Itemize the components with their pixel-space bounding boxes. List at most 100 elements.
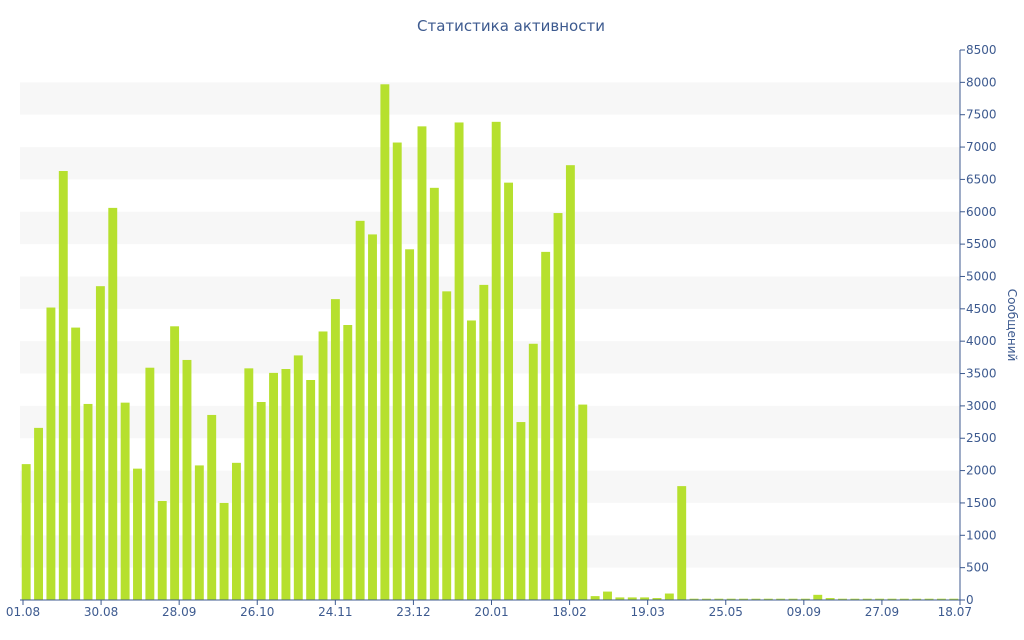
bar: [726, 598, 736, 600]
bar: [739, 598, 749, 600]
y-tick-label: 7000: [966, 140, 997, 154]
bar: [924, 598, 934, 600]
y-tick-label: 6000: [966, 205, 997, 219]
bar: [603, 591, 612, 600]
y-tick-label: 6500: [966, 172, 997, 186]
bar: [912, 598, 922, 600]
bar-series: [21, 84, 959, 601]
bar: [244, 368, 254, 600]
grid-band: [20, 211, 960, 245]
bar: [207, 414, 217, 600]
bar: [368, 234, 377, 601]
y-tick-label: 7500: [966, 108, 997, 122]
bar: [355, 220, 365, 600]
bar: [417, 126, 427, 601]
bar: [133, 468, 142, 600]
bar: [120, 402, 130, 600]
bar: [58, 171, 68, 600]
bar: [293, 355, 303, 600]
y-tick-label: 3000: [966, 399, 997, 413]
bar: [429, 187, 439, 600]
y-tick-label: 8500: [966, 43, 997, 57]
bar: [145, 367, 155, 600]
bar: [627, 597, 637, 600]
bar: [516, 422, 526, 600]
bar: [34, 427, 44, 600]
bar: [813, 594, 823, 600]
bar: [318, 331, 328, 600]
y-tick-label: 2500: [966, 431, 997, 445]
bar: [392, 142, 402, 600]
bar: [788, 598, 798, 600]
bar: [256, 402, 266, 600]
bar: [479, 284, 489, 600]
bar: [640, 597, 650, 600]
x-tick-label: 27.09: [865, 605, 899, 619]
x-tick-label: 09.09: [787, 605, 821, 619]
y-tick-label: 1000: [966, 528, 997, 542]
bar: [541, 251, 551, 600]
y-axis-label: Сообщений: [1005, 289, 1019, 362]
y-tick-label: 4500: [966, 302, 997, 316]
bar: [949, 598, 959, 600]
bar: [442, 291, 452, 600]
bar: [343, 325, 353, 600]
bar: [466, 320, 476, 600]
x-tick-label: 23.12: [396, 605, 430, 619]
grid-band: [20, 82, 960, 115]
bar: [689, 598, 699, 600]
bar: [763, 598, 773, 600]
y-tick-label: 4000: [966, 334, 997, 348]
x-tick-label: 28.09: [162, 605, 196, 619]
x-tick-label: 30.08: [84, 605, 118, 619]
bar: [170, 326, 180, 600]
y-axis-ticks: 0 500 1000 1500 2000 2500 3000 3500 4000 4500 5000…: [960, 43, 997, 607]
bar: [219, 502, 229, 600]
bar: [850, 598, 860, 600]
bar: [269, 372, 279, 600]
grid-band: [20, 341, 960, 374]
bar: [306, 380, 316, 600]
x-axis-ticks: 01.08 30.08 28.09 26.10 24.11 23.12 20.01 18.02…: [6, 600, 972, 619]
bar: [862, 598, 872, 600]
x-tick-label: 20.01: [474, 605, 508, 619]
y-tick-label: 2000: [966, 464, 997, 478]
bar: [590, 596, 600, 600]
grid-band: [20, 276, 960, 309]
bar: [677, 486, 687, 600]
bar: [330, 299, 340, 600]
grid-band: [20, 405, 960, 439]
bar: [553, 213, 563, 600]
bar: [578, 404, 588, 600]
bar: [875, 598, 885, 600]
bar: [380, 84, 390, 600]
bar: [800, 598, 810, 600]
x-tick-label: 18.02: [552, 605, 586, 619]
bar: [157, 501, 167, 600]
bar: [615, 597, 625, 600]
grid-bands: [20, 82, 960, 568]
bar: [652, 598, 662, 600]
x-tick-label: 19.03: [630, 605, 664, 619]
y-tick-label: 0: [966, 593, 974, 607]
bar: [281, 369, 291, 600]
bar: [108, 207, 118, 600]
x-tick-label: 26.10: [240, 605, 274, 619]
bar: [46, 307, 56, 600]
bar: [664, 593, 674, 600]
y-tick-label: 1500: [966, 496, 997, 510]
bar: [838, 598, 847, 600]
bar: [95, 286, 105, 600]
bar: [528, 343, 538, 600]
y-tick-label: 500: [966, 561, 989, 575]
x-tick-label: 24.11: [318, 605, 352, 619]
bar: [21, 464, 31, 600]
x-tick-label: 18.07: [938, 605, 972, 619]
bar: [454, 122, 464, 601]
bar: [491, 121, 501, 600]
y-tick-label: 5500: [966, 237, 997, 251]
bar: [887, 598, 897, 600]
bar: [825, 598, 835, 600]
bar: [504, 182, 514, 600]
bar: [936, 598, 946, 600]
